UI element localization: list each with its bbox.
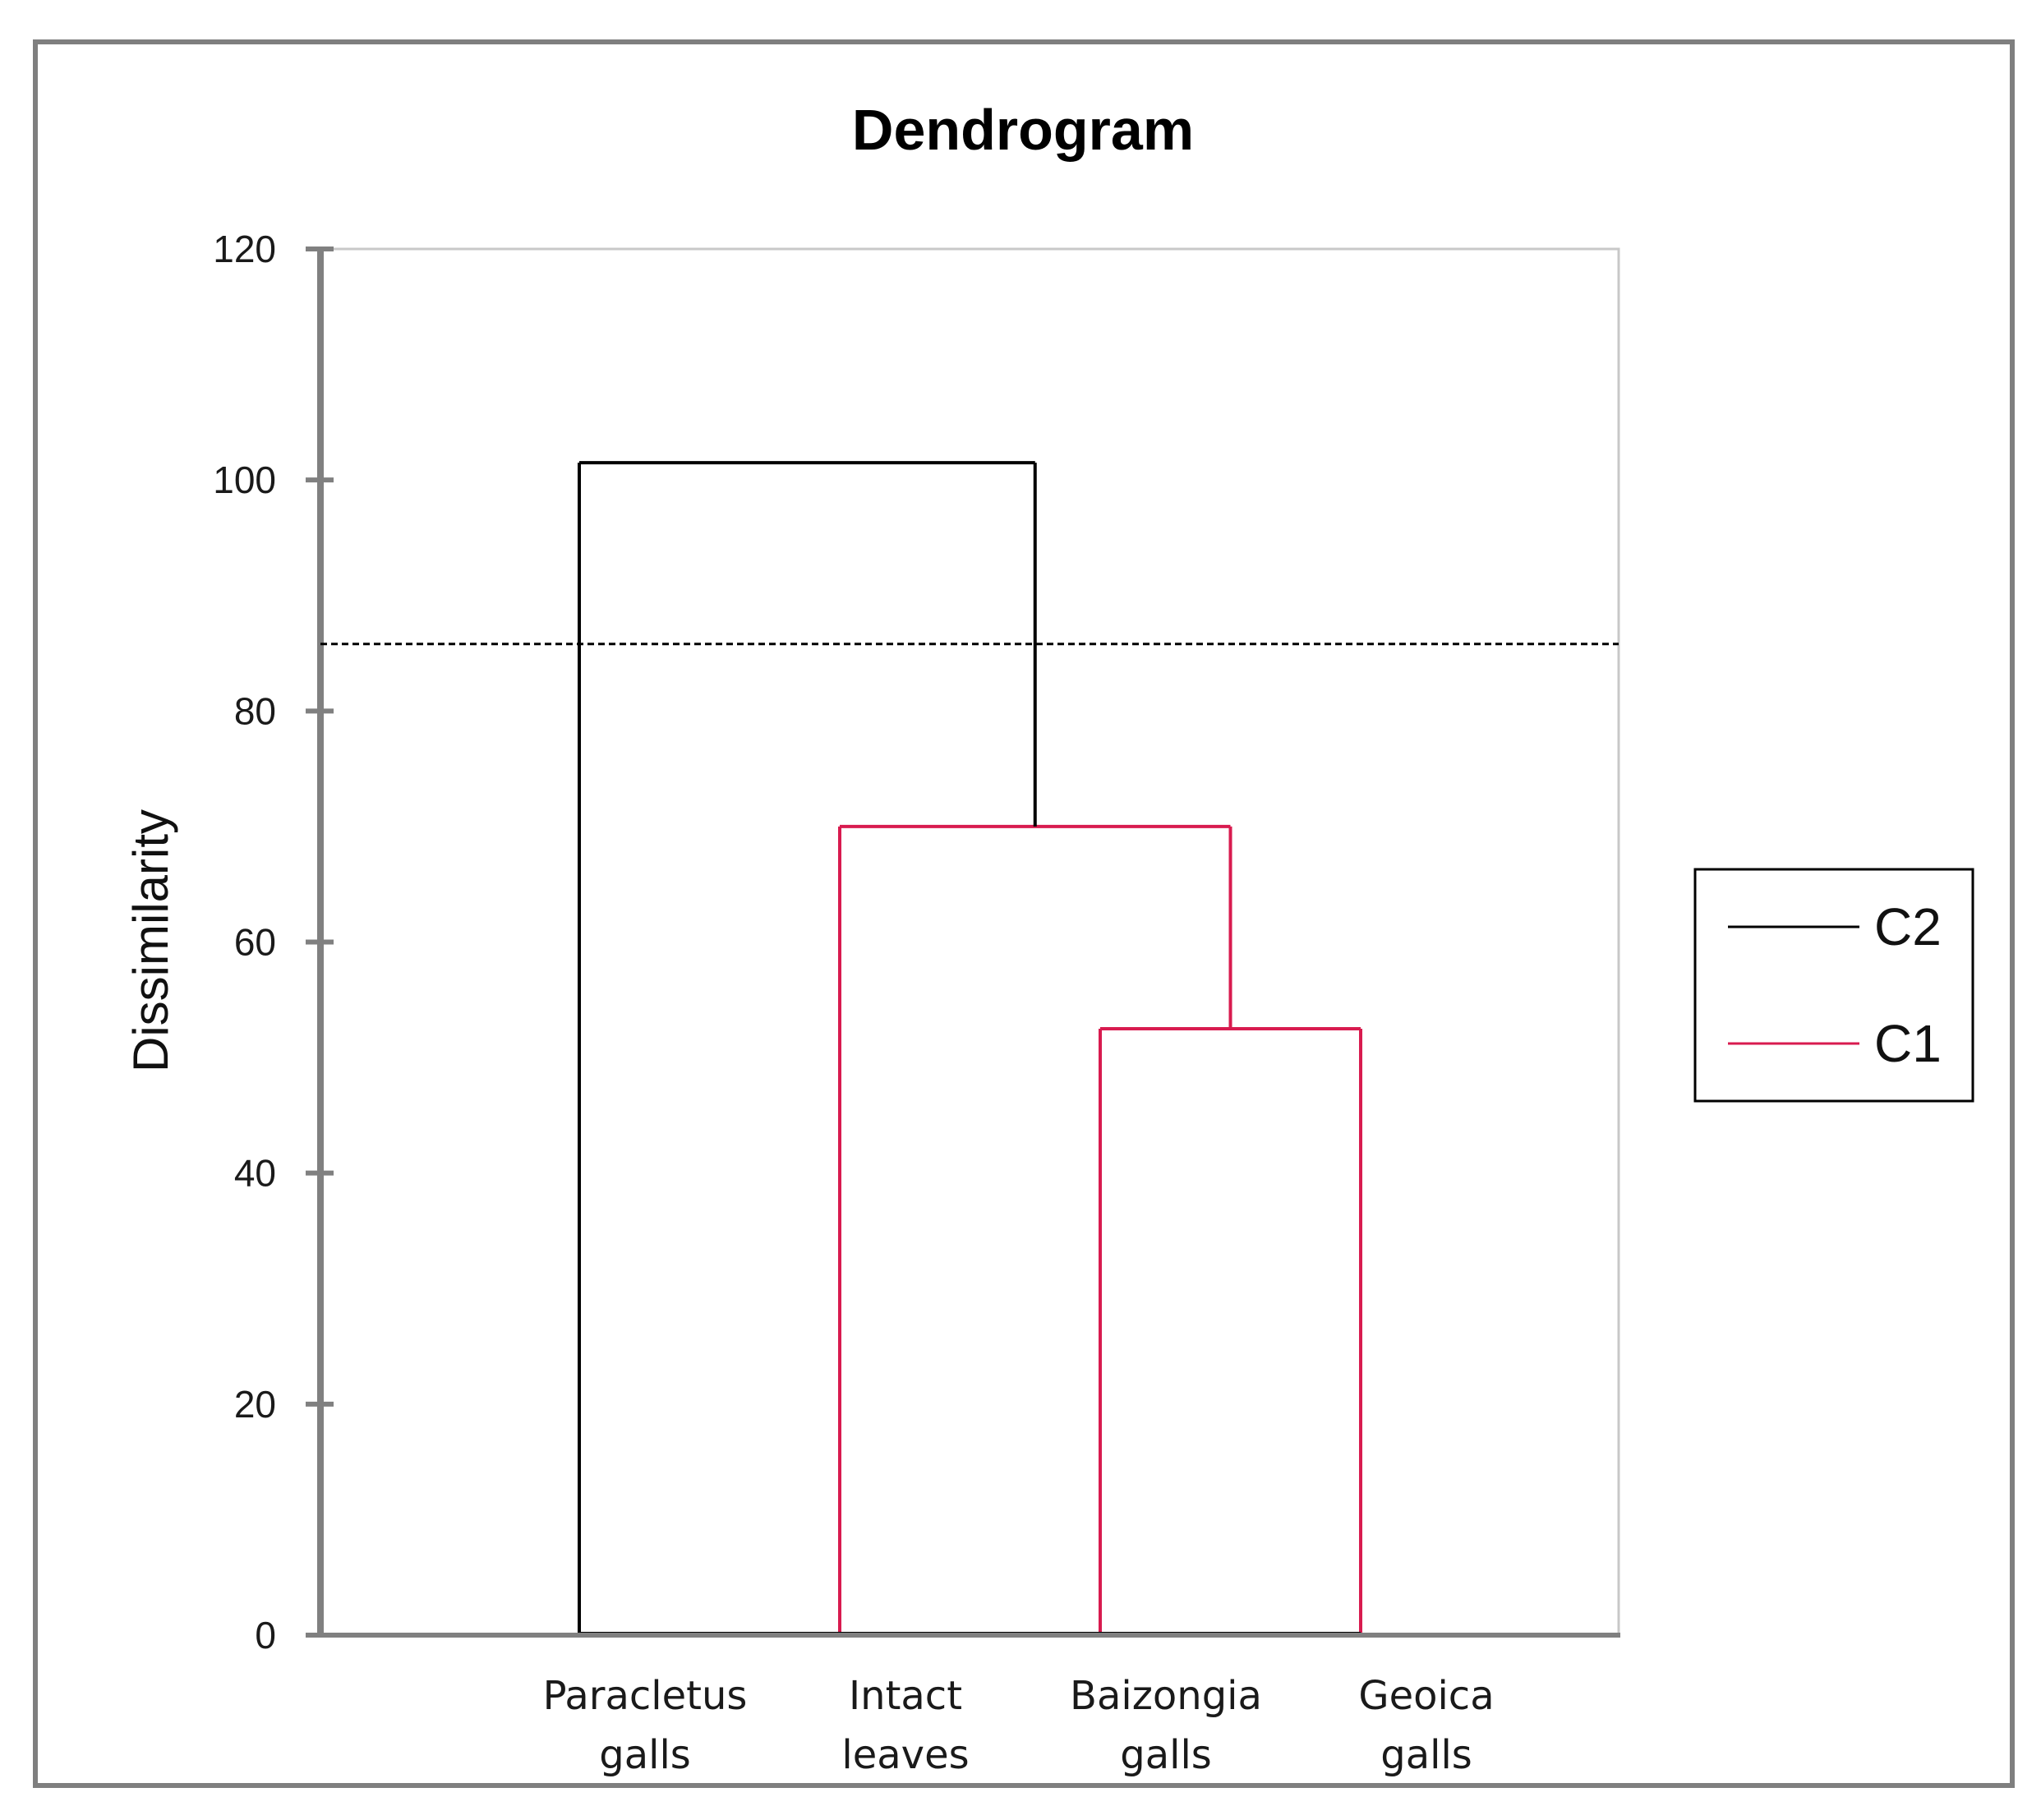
legend: C2 C1 (1693, 868, 1974, 1103)
chart-frame (33, 39, 2015, 1788)
y-axis-label: Dissimilarity (123, 809, 178, 1072)
y-tick-label: 60 (234, 921, 276, 964)
leaf-label-line2: galls (1380, 1732, 1472, 1778)
legend-box (1693, 868, 1974, 1103)
y-tick-label: 40 (234, 1152, 276, 1195)
plot-area (319, 247, 1620, 1637)
leaf-label-line1: Paracletus (543, 1673, 748, 1719)
leaf-label-line1: Baizongia (1070, 1673, 1262, 1719)
y-tick-label: 80 (234, 689, 276, 732)
leaf-label-line2: leaves (841, 1732, 969, 1778)
y-tick-label: 100 (213, 458, 276, 501)
legend-label-c2: C2 (1874, 897, 1942, 956)
y-tick-label: 20 (234, 1383, 276, 1426)
chart-title: Dendrogram (852, 98, 1194, 162)
y-axis-ticks: 0 20 40 60 80 100 120 (213, 228, 334, 1656)
y-tick-label: 120 (213, 228, 276, 270)
legend-label-c1: C1 (1874, 1014, 1942, 1073)
leaf-label-line1: Geoica (1358, 1673, 1494, 1719)
leaf-label-line1: Intact (849, 1673, 962, 1719)
leaf-label-line2: galls (1120, 1732, 1212, 1778)
leaf-label-line2: galls (599, 1732, 691, 1778)
y-tick-label: 0 (255, 1614, 276, 1656)
dendrogram-branches (578, 461, 1362, 1635)
x-axis-labels: Paracletus galls Intact leaves Baizongia gall… (543, 1673, 1495, 1778)
